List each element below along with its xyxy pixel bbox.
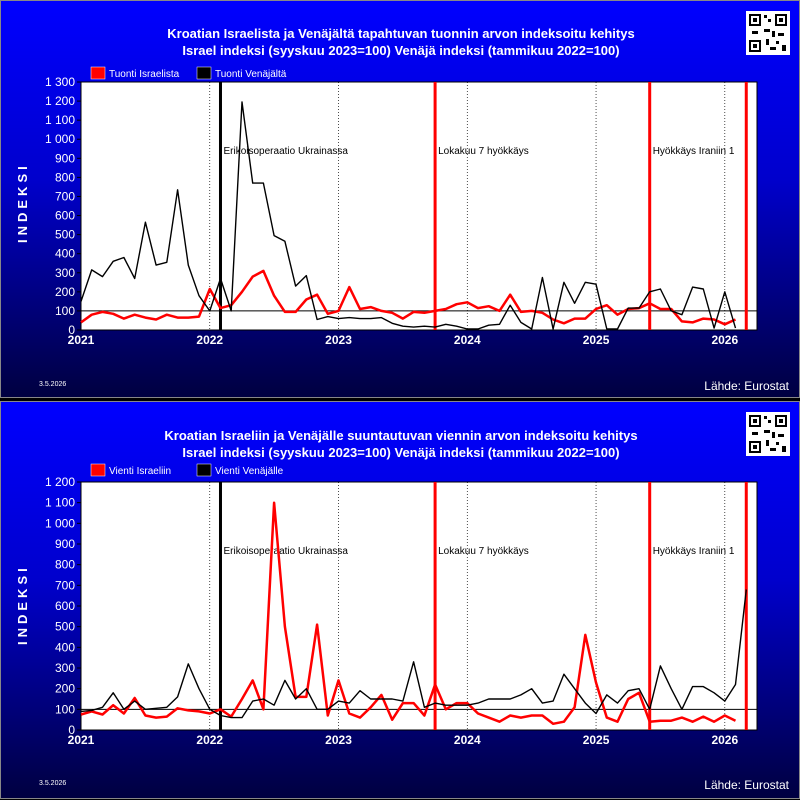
series-line xyxy=(80,589,747,719)
plot-area xyxy=(80,81,758,331)
y-tick-label: 1 100 xyxy=(45,496,75,510)
series-line xyxy=(80,501,737,726)
y-tick-label: 700 xyxy=(55,578,75,592)
x-tick-label: 2023 xyxy=(325,333,352,347)
x-tick-label: 2021 xyxy=(68,333,95,347)
chart-title: Kroatian Israeliin ja Venäjälle suuntaut… xyxy=(164,428,638,443)
series-line xyxy=(80,101,737,330)
y-tick-label: 1 300 xyxy=(45,75,75,89)
event-label: Lokakuu 7 hyökkäys xyxy=(438,546,529,557)
qr-code-icon xyxy=(746,412,790,456)
series-line xyxy=(80,269,737,326)
legend-swatch xyxy=(196,66,212,80)
source-label: Lähde: Eurostat xyxy=(704,379,789,393)
x-tick-label: 2026 xyxy=(711,733,738,747)
date-label: 3.5.2026 xyxy=(39,780,67,787)
legend-swatch xyxy=(196,463,212,477)
y-tick-label: 100 xyxy=(55,702,75,716)
y-tick-label: 400 xyxy=(55,640,75,654)
plot-area xyxy=(80,481,758,731)
y-tick-label: 1 000 xyxy=(45,132,75,146)
event-label: Hyökkäys Iraniin 1 xyxy=(653,546,735,557)
y-tick-label: 0 xyxy=(68,323,75,337)
y-tick-label: 600 xyxy=(55,209,75,223)
x-tick-label: 2025 xyxy=(583,333,610,347)
x-tick-label: 2022 xyxy=(196,733,223,747)
y-tick-label: 800 xyxy=(55,558,75,572)
x-tick-label: 2023 xyxy=(325,733,352,747)
event-label: Erikoisoperaatio Ukrainassa xyxy=(223,146,348,157)
y-tick-label: 800 xyxy=(55,170,75,184)
legend-swatch xyxy=(90,463,106,477)
y-tick-label: 900 xyxy=(55,151,75,165)
legend-label: Tuonti Israelista xyxy=(109,69,180,80)
event-label: Lokakuu 7 hyökkäys xyxy=(438,146,529,157)
chart-subtitle: Israel indeksi (syyskuu 2023=100) Venäjä… xyxy=(182,43,620,58)
x-tick-label: 2024 xyxy=(454,333,481,347)
y-tick-label: 100 xyxy=(55,304,75,318)
y-tick-label: 300 xyxy=(55,266,75,280)
x-tick-label: 2025 xyxy=(583,733,610,747)
source-label: Lähde: Eurostat xyxy=(704,778,789,792)
chart-title: Kroatian Israelista ja Venäjältä tapahtu… xyxy=(167,26,635,41)
y-tick-label: 1 000 xyxy=(45,516,75,530)
x-tick-label: 2022 xyxy=(196,333,223,347)
legend-label: Vienti Venäjälle xyxy=(215,466,284,477)
y-tick-label: 200 xyxy=(55,285,75,299)
y-tick-label: 1 100 xyxy=(45,113,75,127)
x-tick-label: 2021 xyxy=(68,733,95,747)
legend-label: Vienti Israeliin xyxy=(109,466,171,477)
x-tick-label: 2026 xyxy=(711,333,738,347)
y-tick-label: 600 xyxy=(55,599,75,613)
y-tick-label: 1 200 xyxy=(45,475,75,489)
qr-code-icon xyxy=(746,11,790,55)
y-tick-label: 1 200 xyxy=(45,94,75,108)
export-chart: 0 100 200 300 400 500 600 700 800 900 1 000 1 100 1 … xyxy=(45,463,758,747)
y-tick-label: 300 xyxy=(55,661,75,675)
event-label: Erikoisoperaatio Ukrainassa xyxy=(223,546,348,557)
chart-subtitle: Israel indeksi (syyskuu 2023=100) Venäjä… xyxy=(182,445,620,460)
import-chart: 0 100 200 300 400 500 600 700 800 900 1 000 1 100 1 … xyxy=(45,66,758,347)
export-chart-panel: Kroatian Israeliin ja Venäjälle suuntaut… xyxy=(0,401,800,799)
y-tick-label: 500 xyxy=(55,620,75,634)
event-label: Hyökkäys Iraniin 1 xyxy=(653,146,735,157)
legend-label: Tuonti Venäjältä xyxy=(215,69,287,80)
legend-swatch xyxy=(90,66,106,80)
import-chart-panel: Kroatian Israelista ja Venäjältä tapahtu… xyxy=(0,0,800,398)
y-tick-label: 0 xyxy=(68,723,75,737)
y-tick-label: 500 xyxy=(55,228,75,242)
y-tick-label: 700 xyxy=(55,189,75,203)
y-tick-label: 900 xyxy=(55,537,75,551)
x-tick-label: 2024 xyxy=(454,733,481,747)
y-tick-label: 200 xyxy=(55,682,75,696)
y-tick-label: 400 xyxy=(55,247,75,261)
date-label: 3.5.2026 xyxy=(39,381,67,388)
